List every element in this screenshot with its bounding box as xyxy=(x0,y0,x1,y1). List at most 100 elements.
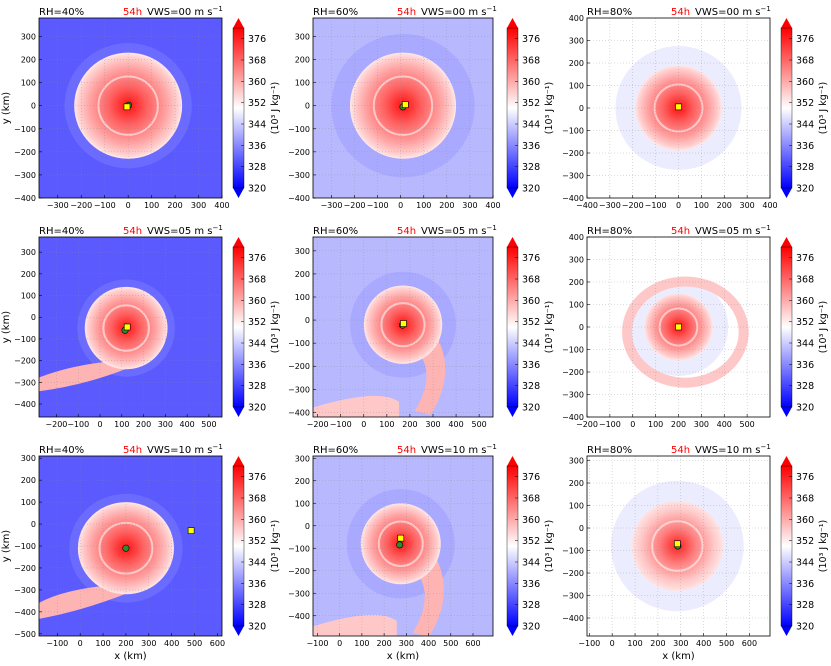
panel-title-rh: RH=80% xyxy=(587,226,632,237)
grid xyxy=(39,237,222,417)
x-tick-label: 100 xyxy=(114,420,129,429)
colorbar-tick-label: 328 xyxy=(522,381,540,392)
colorbar-tick-label: 368 xyxy=(248,494,266,505)
y-tick-label: −100 xyxy=(14,542,36,551)
panel-rh60-vws05: −200 −100 0 100 200 300 400 500−400−300−200−100… xyxy=(288,224,555,429)
colorbar-extend-min xyxy=(233,626,244,636)
colorbar-tick-label: 352 xyxy=(796,98,814,109)
y-tick-label: 200 xyxy=(569,278,584,287)
panel-title-time: 54h xyxy=(671,7,690,18)
y-tick-label: −200 xyxy=(562,569,584,578)
x-tick-label: 100 xyxy=(144,201,159,210)
colorbar-bar xyxy=(506,465,519,627)
grid xyxy=(587,237,770,417)
y-tick-label: −200 xyxy=(288,567,310,576)
y-tick-label: −100 xyxy=(14,125,36,134)
colorbar-bar xyxy=(232,465,245,627)
colorbar-tick-label: 368 xyxy=(248,56,266,67)
x-tick-label: 100 xyxy=(95,639,110,648)
center-yellow-marker xyxy=(675,323,682,331)
colorbar-tick-label: 352 xyxy=(796,317,814,328)
axes-frame xyxy=(38,236,223,418)
y-tick-label: −300 xyxy=(562,592,584,601)
x-tick-label: 400 xyxy=(164,639,179,648)
x-tick-label: 100 xyxy=(379,420,394,429)
panel-rh60-vws10: −100 0 100 200 300 400 500 600 −400 −300 −200 −100 0… xyxy=(288,443,555,662)
y-tick-label: −400 xyxy=(288,612,310,621)
x-tick-label: 200 xyxy=(650,639,665,648)
colorbar-tick-label: 368 xyxy=(522,56,540,67)
colorbar-tick-label: 328 xyxy=(248,162,266,173)
x-tick-label: 500 xyxy=(443,639,458,648)
x-tick-label: 400 xyxy=(485,201,500,210)
colorbar-extend-min xyxy=(233,407,244,417)
colorbar-tick-label: 344 xyxy=(248,339,266,350)
colorbar: 320 328 336 344 352 360 368 376 (10³ J kg⁻¹) xyxy=(506,456,555,636)
y-tick-label: 300 xyxy=(295,32,310,41)
x-tick-label: −200 xyxy=(344,201,366,210)
colorbar-tick-label: 360 xyxy=(248,515,266,526)
y-tick-label: 100 xyxy=(295,499,310,508)
x-tick-label: −100 xyxy=(67,420,89,429)
panel-title-rh: RH=40% xyxy=(39,7,84,18)
colorbar-bar xyxy=(232,27,245,189)
colorbar-extend-max xyxy=(781,18,792,28)
colorbar-tick-label: 344 xyxy=(796,120,814,131)
grid xyxy=(313,237,493,417)
eyewall-band xyxy=(102,304,150,352)
y-tick-label: 200 xyxy=(295,270,310,279)
x-tick-label: 100 xyxy=(648,420,663,429)
y-tick-label: 100 xyxy=(569,82,584,91)
y-tick-label: 0 xyxy=(579,104,584,113)
axes-frame xyxy=(312,455,494,637)
colorbar: 320 328 336 344 352 360 368 376 (10³ J kg⁻¹) xyxy=(232,456,281,636)
colorbar-tick-label: 320 xyxy=(248,403,266,414)
x-axis-label: x (km) xyxy=(114,651,147,662)
y-tick-label: −200 xyxy=(562,149,584,158)
colorbar: 320 328 336 344 352 360 368 376 (10³ J kg⁻¹) xyxy=(232,18,281,198)
colorbar-tick-label: 360 xyxy=(796,515,814,526)
panel-title-vws: VWS=00 m s−1 xyxy=(147,5,223,18)
x-tick-label: 0 xyxy=(361,420,366,429)
panel-title-vws: VWS=00 m s−1 xyxy=(695,5,771,18)
colorbar-label: (10³ J kg⁻¹) xyxy=(544,520,555,573)
panel-title-time: 54h xyxy=(397,7,416,18)
x-tick-label: 300 xyxy=(141,639,156,648)
colorbar-extend-min xyxy=(781,407,792,417)
y-tick-label: −400 xyxy=(288,408,310,417)
x-tick-label: −200 xyxy=(307,420,329,429)
panel-rh40-vws05: −200 −100 0 100 200 300 400 500−400−300−200−100… xyxy=(1,224,281,429)
rainband-outer xyxy=(313,614,397,636)
x-tick-label: 200 xyxy=(671,420,686,429)
colorbar-tick-label: 360 xyxy=(796,296,814,307)
center-green-marker xyxy=(396,541,404,549)
colorbar-tick-label: 360 xyxy=(796,77,814,88)
y-tick-label: −300 xyxy=(14,378,36,387)
colorbar-label: (10³ J kg⁻¹) xyxy=(270,82,281,135)
colorbar-tick-label: 376 xyxy=(796,253,814,264)
panel-title-rh: RH=80% xyxy=(587,445,632,456)
x-tick-label: −300 xyxy=(599,201,621,210)
x-tick-label: 500 xyxy=(739,420,754,429)
x-tick-label: 300 xyxy=(191,201,206,210)
y-tick-label: 0 xyxy=(579,524,584,533)
y-tick-label: 300 xyxy=(569,37,584,46)
x-tick-label: 0 xyxy=(97,420,102,429)
y-tick-label: −400 xyxy=(562,413,584,422)
x-tick-label: 100 xyxy=(354,639,369,648)
colorbar-tick-label: 344 xyxy=(522,558,540,569)
x-tick-label: 200 xyxy=(118,639,133,648)
x-tick-label: −100 xyxy=(367,201,389,210)
colorbar-label: (10³ J kg⁻¹) xyxy=(270,301,281,354)
x-tick-label: −100 xyxy=(578,639,600,648)
colorbar-tick-label: 360 xyxy=(248,296,266,307)
axes-frame xyxy=(586,455,771,637)
eyewall-band xyxy=(97,75,159,136)
colorbar-tick-label: 320 xyxy=(796,622,814,633)
colorbar-tick-label: 328 xyxy=(522,600,540,611)
y-tick-label: −200 xyxy=(562,368,584,377)
x-tick-label: 300 xyxy=(462,201,477,210)
y-tick-label: 200 xyxy=(295,56,310,65)
panel-title-vws: VWS=10 m s−1 xyxy=(421,443,497,456)
